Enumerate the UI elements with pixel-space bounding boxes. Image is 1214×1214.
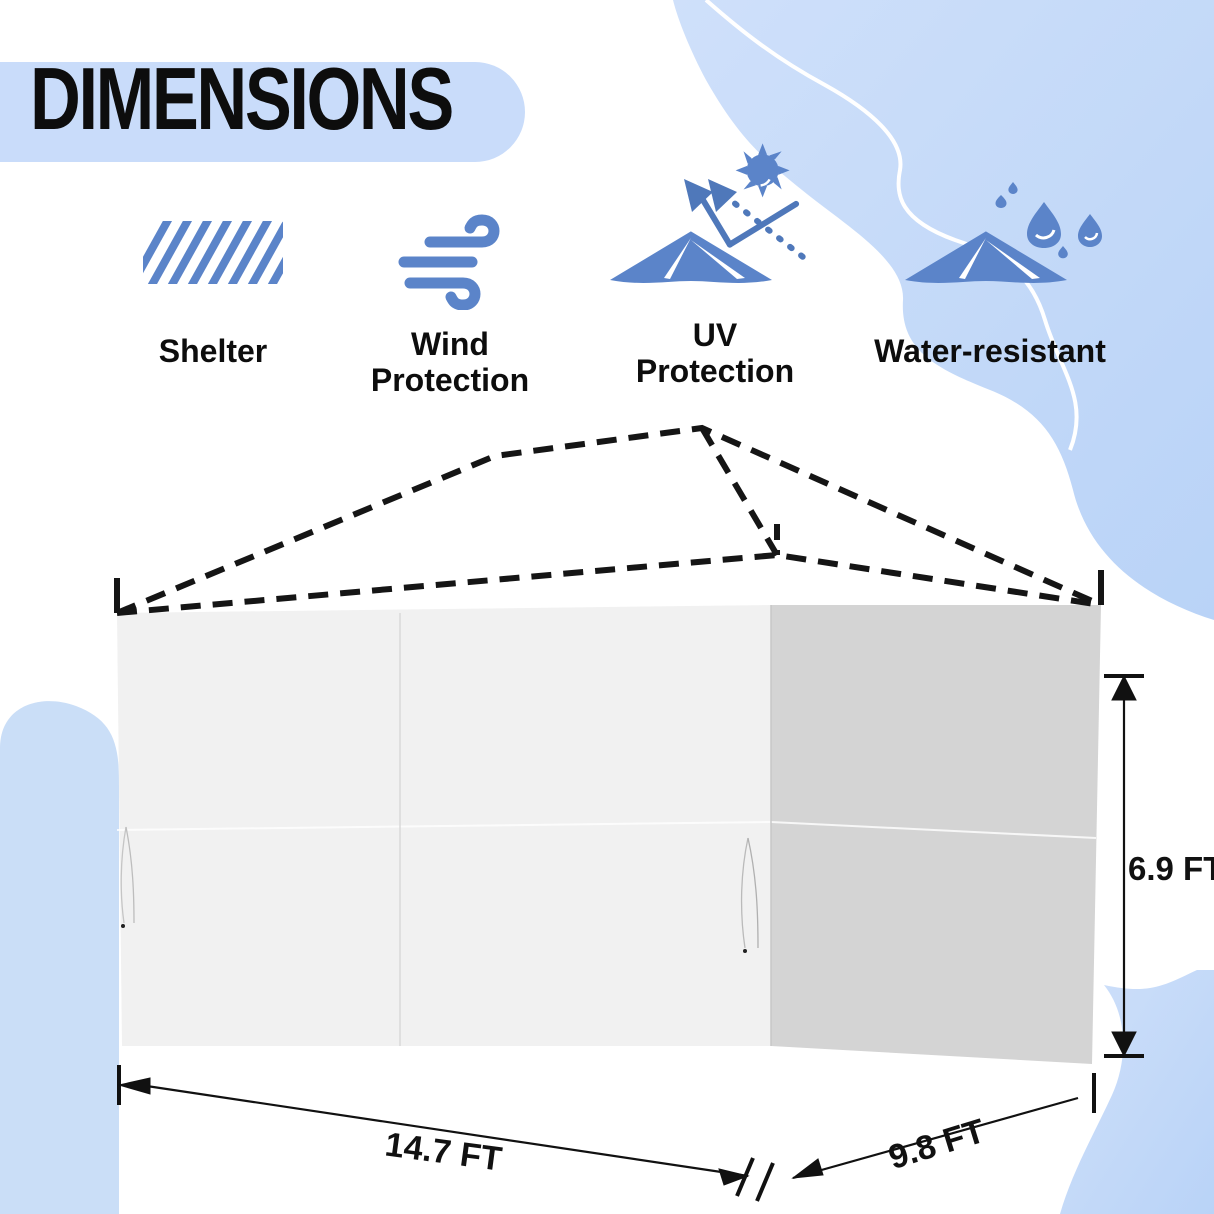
svg-text:9.8 FT: 9.8 FT [884, 1112, 989, 1177]
svg-text:6.9 FT: 6.9 FT [1128, 850, 1214, 887]
svg-text:14.7 FT: 14.7 FT [383, 1126, 504, 1179]
